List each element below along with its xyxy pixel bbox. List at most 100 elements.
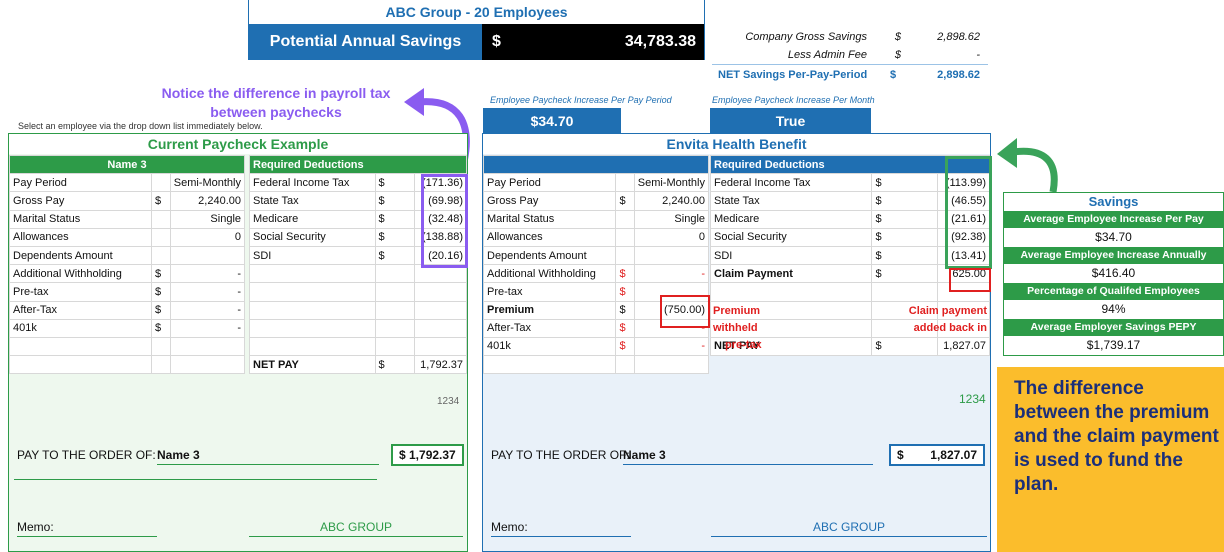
check-number: 1234 <box>437 396 460 407</box>
row-value: - <box>633 318 710 338</box>
row-label: Dependents Amount <box>8 245 153 266</box>
row-value: - <box>169 300 246 320</box>
row-value: (69.98) <box>414 191 467 211</box>
net-pay-currency: $ <box>374 355 416 375</box>
row-currency: $ <box>151 300 171 320</box>
check-company: ABC GROUP <box>711 520 987 537</box>
row-value[interactable]: 0 <box>169 227 246 247</box>
current-deductions-table: Required Deductions Federal Income Tax $(… <box>249 154 467 375</box>
row-label: Marital Status <box>8 209 153 229</box>
row-currency: $ <box>151 282 171 302</box>
row-label: Pay Period <box>8 173 153 193</box>
summary-label: Less Admin Fee <box>787 49 867 61</box>
row-currency: $ <box>374 227 416 247</box>
current-employee-table: Name 3 Pay Period Semi-Monthly Gross Pay $2… <box>8 154 246 375</box>
net-savings-row: NET Savings Per-Pay-Period $ 2,898.62 <box>712 64 988 84</box>
row-label: Social Security <box>709 227 873 247</box>
net-savings-currency: $ <box>890 68 897 81</box>
summary-value: - <box>976 49 980 61</box>
row-currency: $ <box>615 191 635 211</box>
current-paycheck-panel: Current Paycheck Example Name 3 Pay Peri… <box>8 133 468 552</box>
select-employee-note: Select an employee via the drop down lis… <box>18 121 263 131</box>
row-value[interactable]: 0 <box>633 227 710 247</box>
row-value: (13.41) <box>937 245 990 266</box>
net-savings-label: NET Savings Per-Pay-Period <box>718 68 868 81</box>
row-value: (20.16) <box>414 245 467 266</box>
table-row: Allowances 0 <box>8 227 246 247</box>
row-currency: $ <box>374 173 416 193</box>
table-row: Medicare $ (32.48) <box>249 209 467 229</box>
row-label: Marital Status <box>482 209 617 229</box>
row-currency: $ <box>151 191 171 211</box>
table-row: State Tax $ (69.98) <box>249 191 467 211</box>
annotation-line: added back in <box>913 322 987 334</box>
row-currency: $ <box>374 245 416 266</box>
row-value[interactable]: Semi-Monthly <box>169 173 246 193</box>
table-row: Pay Period Semi-Monthly <box>482 173 710 193</box>
row-label: Federal Income Tax <box>709 173 873 193</box>
row-currency: $ <box>871 264 939 284</box>
envita-title: Envita Health Benefit <box>483 134 990 154</box>
notice-annotation: Notice the difference in payroll tax bet… <box>161 85 391 120</box>
table-row: SDI $ (13.41) <box>709 245 990 266</box>
envita-paycheck-panel: Envita Health Benefit Pay Period Semi-Mon… <box>482 133 992 552</box>
net-pay-label: NET PAY <box>249 355 376 375</box>
row-currency: $ <box>151 264 171 284</box>
savings-banner: ABC Group - 20 Employees Potential Annua… <box>248 0 705 60</box>
claim-annotation: Claim payment added back in <box>901 303 987 337</box>
summary-row: Less Admin Fee $ - <box>712 46 988 64</box>
envita-deductions-table: Required Deductions Federal Income Tax $(… <box>709 154 990 357</box>
net-pay-value: 1,792.37 <box>414 355 467 375</box>
savings-item-value: $34.70 <box>1004 228 1223 247</box>
net-pay-value: 1,827.07 <box>937 336 990 357</box>
row-value: (138.88) <box>414 227 467 247</box>
increase-per-pay-value: $34.70 <box>483 108 621 134</box>
company-savings-summary: Company Gross Savings $ 2,898.62 Less Ad… <box>712 28 988 84</box>
row-label: After-Tax <box>8 300 153 320</box>
banner-value-cell: $ 34,783.38 <box>482 24 704 60</box>
table-row: 401k $ - <box>8 318 246 338</box>
table-row: SDI $ (20.16) <box>249 245 467 266</box>
payee-name: Name 3 <box>157 448 379 465</box>
row-label: Federal Income Tax <box>249 173 376 193</box>
row-currency: $ <box>871 227 939 247</box>
row-currency: $ <box>615 300 635 320</box>
table-row: Marital Status Single <box>8 209 246 229</box>
net-pay-currency: $ <box>871 336 939 357</box>
banner-value: 34,783.38 <box>624 33 696 50</box>
banner-title: ABC Group - 20 Employees <box>385 4 568 20</box>
savings-item-value: $416.40 <box>1004 264 1223 283</box>
savings-item-label: Average Employer Savings PEPY <box>1004 319 1223 336</box>
row-currency: $ <box>615 282 635 302</box>
row-currency: $ <box>374 191 416 211</box>
check-amount: $ 1,827.07 <box>889 444 985 466</box>
row-currency: $ <box>871 245 939 266</box>
row-value <box>633 245 710 266</box>
employee-select[interactable]: Name 3 <box>9 154 245 175</box>
row-currency: $ <box>871 191 939 211</box>
row-value[interactable]: Single <box>633 209 710 229</box>
row-label: Pay Period <box>482 173 617 193</box>
table-row: Additional Withholding $ - <box>482 264 710 284</box>
row-value[interactable]: Semi-Monthly <box>633 173 710 193</box>
row-value[interactable]: Single <box>169 209 246 229</box>
check-amount-value: 1,827.07 <box>930 448 977 462</box>
row-currency: $ <box>615 336 635 357</box>
row-label: Pre-tax <box>8 282 153 302</box>
row-currency: $ <box>871 173 939 193</box>
row-currency: $ <box>871 209 939 229</box>
row-value: - <box>633 336 710 357</box>
claim-highlight-box <box>949 268 991 292</box>
savings-summary-panel: Savings Average Employee Increase Per Pa… <box>1003 192 1224 356</box>
increase-per-month-label: Employee Paycheck Increase Per Month <box>712 95 875 105</box>
annotation-line: Premium <box>713 305 761 317</box>
row-label: State Tax <box>249 191 376 211</box>
row-currency: $ <box>151 318 171 338</box>
table-row: After-Tax $ - <box>482 318 710 338</box>
row-label: Premium <box>482 300 617 320</box>
row-currency <box>151 245 171 266</box>
row-currency <box>151 227 171 247</box>
row-label: Additional Withholding <box>8 264 153 284</box>
summary-value: 2,898.62 <box>937 31 980 43</box>
table-row: 401k $ - <box>482 336 710 357</box>
